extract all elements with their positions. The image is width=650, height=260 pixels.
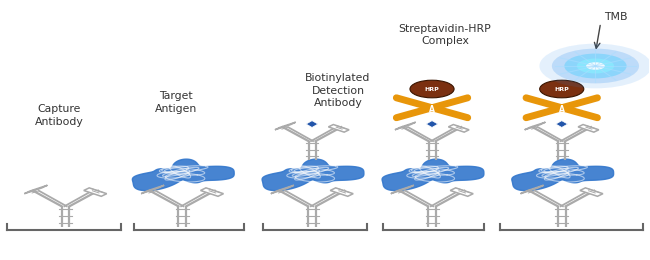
Polygon shape: [271, 185, 294, 194]
Polygon shape: [141, 185, 164, 194]
Polygon shape: [395, 122, 415, 130]
Polygon shape: [556, 121, 567, 127]
Polygon shape: [133, 159, 234, 191]
Polygon shape: [84, 188, 107, 196]
Text: HRP: HRP: [424, 87, 439, 92]
Polygon shape: [306, 121, 318, 127]
Polygon shape: [200, 188, 224, 196]
Text: TMB: TMB: [604, 12, 627, 22]
Text: Target
Antigen: Target Antigen: [155, 91, 197, 114]
Circle shape: [552, 49, 639, 83]
Text: Capture
Antibody: Capture Antibody: [34, 104, 83, 127]
Polygon shape: [382, 159, 484, 191]
Circle shape: [586, 62, 605, 70]
Polygon shape: [521, 185, 543, 194]
Circle shape: [540, 44, 650, 88]
Text: A: A: [429, 105, 435, 114]
Text: Streptavidin-HRP
Complex: Streptavidin-HRP Complex: [398, 24, 491, 46]
Polygon shape: [391, 185, 414, 194]
Polygon shape: [448, 125, 469, 132]
Polygon shape: [426, 121, 438, 127]
Polygon shape: [262, 159, 364, 191]
Circle shape: [410, 80, 454, 98]
Polygon shape: [275, 122, 296, 130]
Polygon shape: [450, 188, 473, 196]
Circle shape: [564, 54, 627, 79]
Polygon shape: [328, 125, 349, 132]
Polygon shape: [580, 188, 603, 196]
Text: A: A: [559, 105, 565, 114]
Circle shape: [540, 80, 584, 98]
Polygon shape: [330, 188, 353, 196]
Circle shape: [577, 58, 614, 73]
Text: Biotinylated
Detection
Antibody: Biotinylated Detection Antibody: [306, 73, 370, 108]
Polygon shape: [512, 159, 614, 191]
Text: HRP: HRP: [554, 87, 569, 92]
Polygon shape: [24, 185, 47, 194]
Polygon shape: [578, 125, 599, 132]
Polygon shape: [525, 122, 545, 130]
